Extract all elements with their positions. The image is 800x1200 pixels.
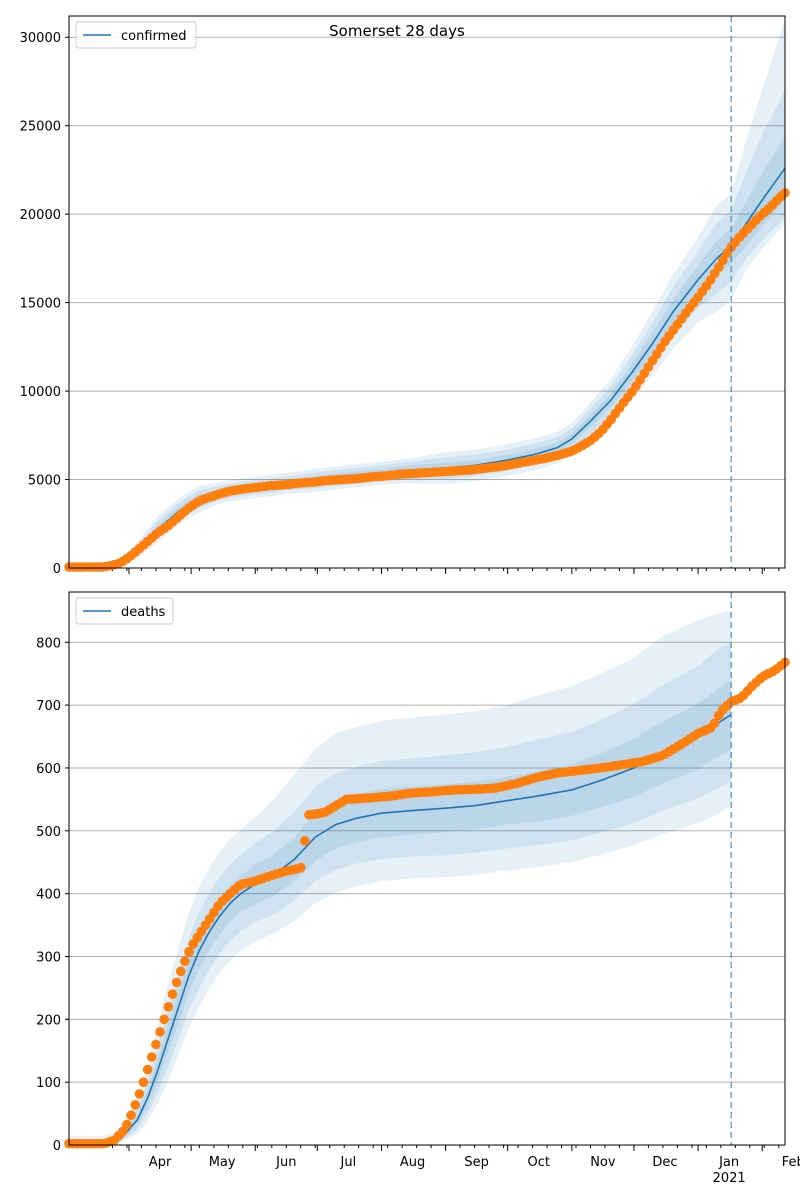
observed-point: [171, 977, 182, 988]
x-tick-label: Jun: [275, 1155, 296, 1170]
observed-point: [300, 836, 310, 846]
uncertainty-band: [69, 610, 732, 1145]
legend-label: deaths: [121, 605, 166, 620]
axes-frame: [68, 15, 786, 569]
y-tick-label: 100: [36, 1076, 61, 1091]
x-tick-label: Feb: [782, 1155, 800, 1170]
uncertainty-band: [69, 19, 785, 568]
y-tick-label: 300: [36, 950, 61, 965]
legend-box: [75, 21, 197, 49]
x-year-label: 2021: [713, 1171, 746, 1186]
observed-point: [163, 1002, 174, 1012]
observed-point: [184, 947, 194, 957]
observed-point: [296, 862, 306, 873]
legend-box: [75, 597, 174, 625]
legend-label: confirmed: [121, 29, 187, 44]
observed-point: [130, 1100, 140, 1110]
deaths-panel: 0 100 200 300 400 500 600 700 800 Apr May Jun Jul Aug…: [36, 591, 800, 1186]
y-tick-label: 400: [36, 888, 61, 903]
x-tick-label: Jan: [718, 1155, 739, 1170]
observed-point: [126, 1110, 136, 1120]
observed-point: [122, 1119, 132, 1130]
y-tick-label: 200: [36, 1013, 61, 1028]
observed-point: [134, 1089, 145, 1099]
uncertainty-band: [69, 680, 732, 1144]
x-tick-label: May: [209, 1155, 236, 1170]
observed-point: [718, 255, 728, 265]
legend: deaths: [75, 597, 174, 625]
observed-point: [167, 989, 178, 999]
figure-title: Somerset 28 days: [329, 22, 465, 40]
observed-point: [175, 966, 186, 977]
y-tick-label: 10000: [20, 385, 61, 400]
y-tick-label: 700: [36, 699, 61, 714]
x-tick-label: Apr: [149, 1155, 172, 1170]
observed-point: [138, 1077, 149, 1087]
legend: confirmed: [75, 21, 197, 49]
y-tick-label: 30000: [20, 31, 61, 46]
observed-point: [142, 1064, 153, 1075]
confirmed-panel: 0 5000 10000 15000 20000 25000 30000 confirmed: [20, 15, 790, 577]
x-tick-label: Nov: [590, 1155, 616, 1170]
observed-point: [147, 1052, 157, 1062]
model-line: [68, 713, 732, 1145]
x-tick-label: Jul: [340, 1155, 357, 1170]
x-tick-label: Dec: [652, 1155, 677, 1170]
observed-point: [159, 1014, 169, 1025]
y-tick-label: 800: [36, 636, 61, 651]
y-tick-label: 0: [53, 562, 61, 577]
y-tick-label: 500: [36, 825, 61, 840]
observed-point: [709, 718, 720, 728]
x-tick-label: Aug: [400, 1155, 425, 1170]
y-tick-label: 20000: [20, 208, 61, 223]
uncertainty-band: [69, 136, 785, 568]
y-tick-label: 25000: [20, 120, 61, 135]
y-tick-label: 5000: [28, 474, 61, 489]
observed-point: [151, 1039, 161, 1050]
x-tick-label: Sep: [464, 1155, 489, 1170]
observed-point: [155, 1027, 165, 1037]
observed-point: [180, 956, 190, 966]
y-tick-label: 15000: [20, 297, 61, 312]
axes-frame: [68, 591, 786, 1146]
y-tick-label: 600: [36, 762, 61, 777]
observed-point: [714, 262, 724, 273]
y-tick-label: 0: [53, 1139, 61, 1154]
x-tick-label: Oct: [528, 1155, 550, 1170]
